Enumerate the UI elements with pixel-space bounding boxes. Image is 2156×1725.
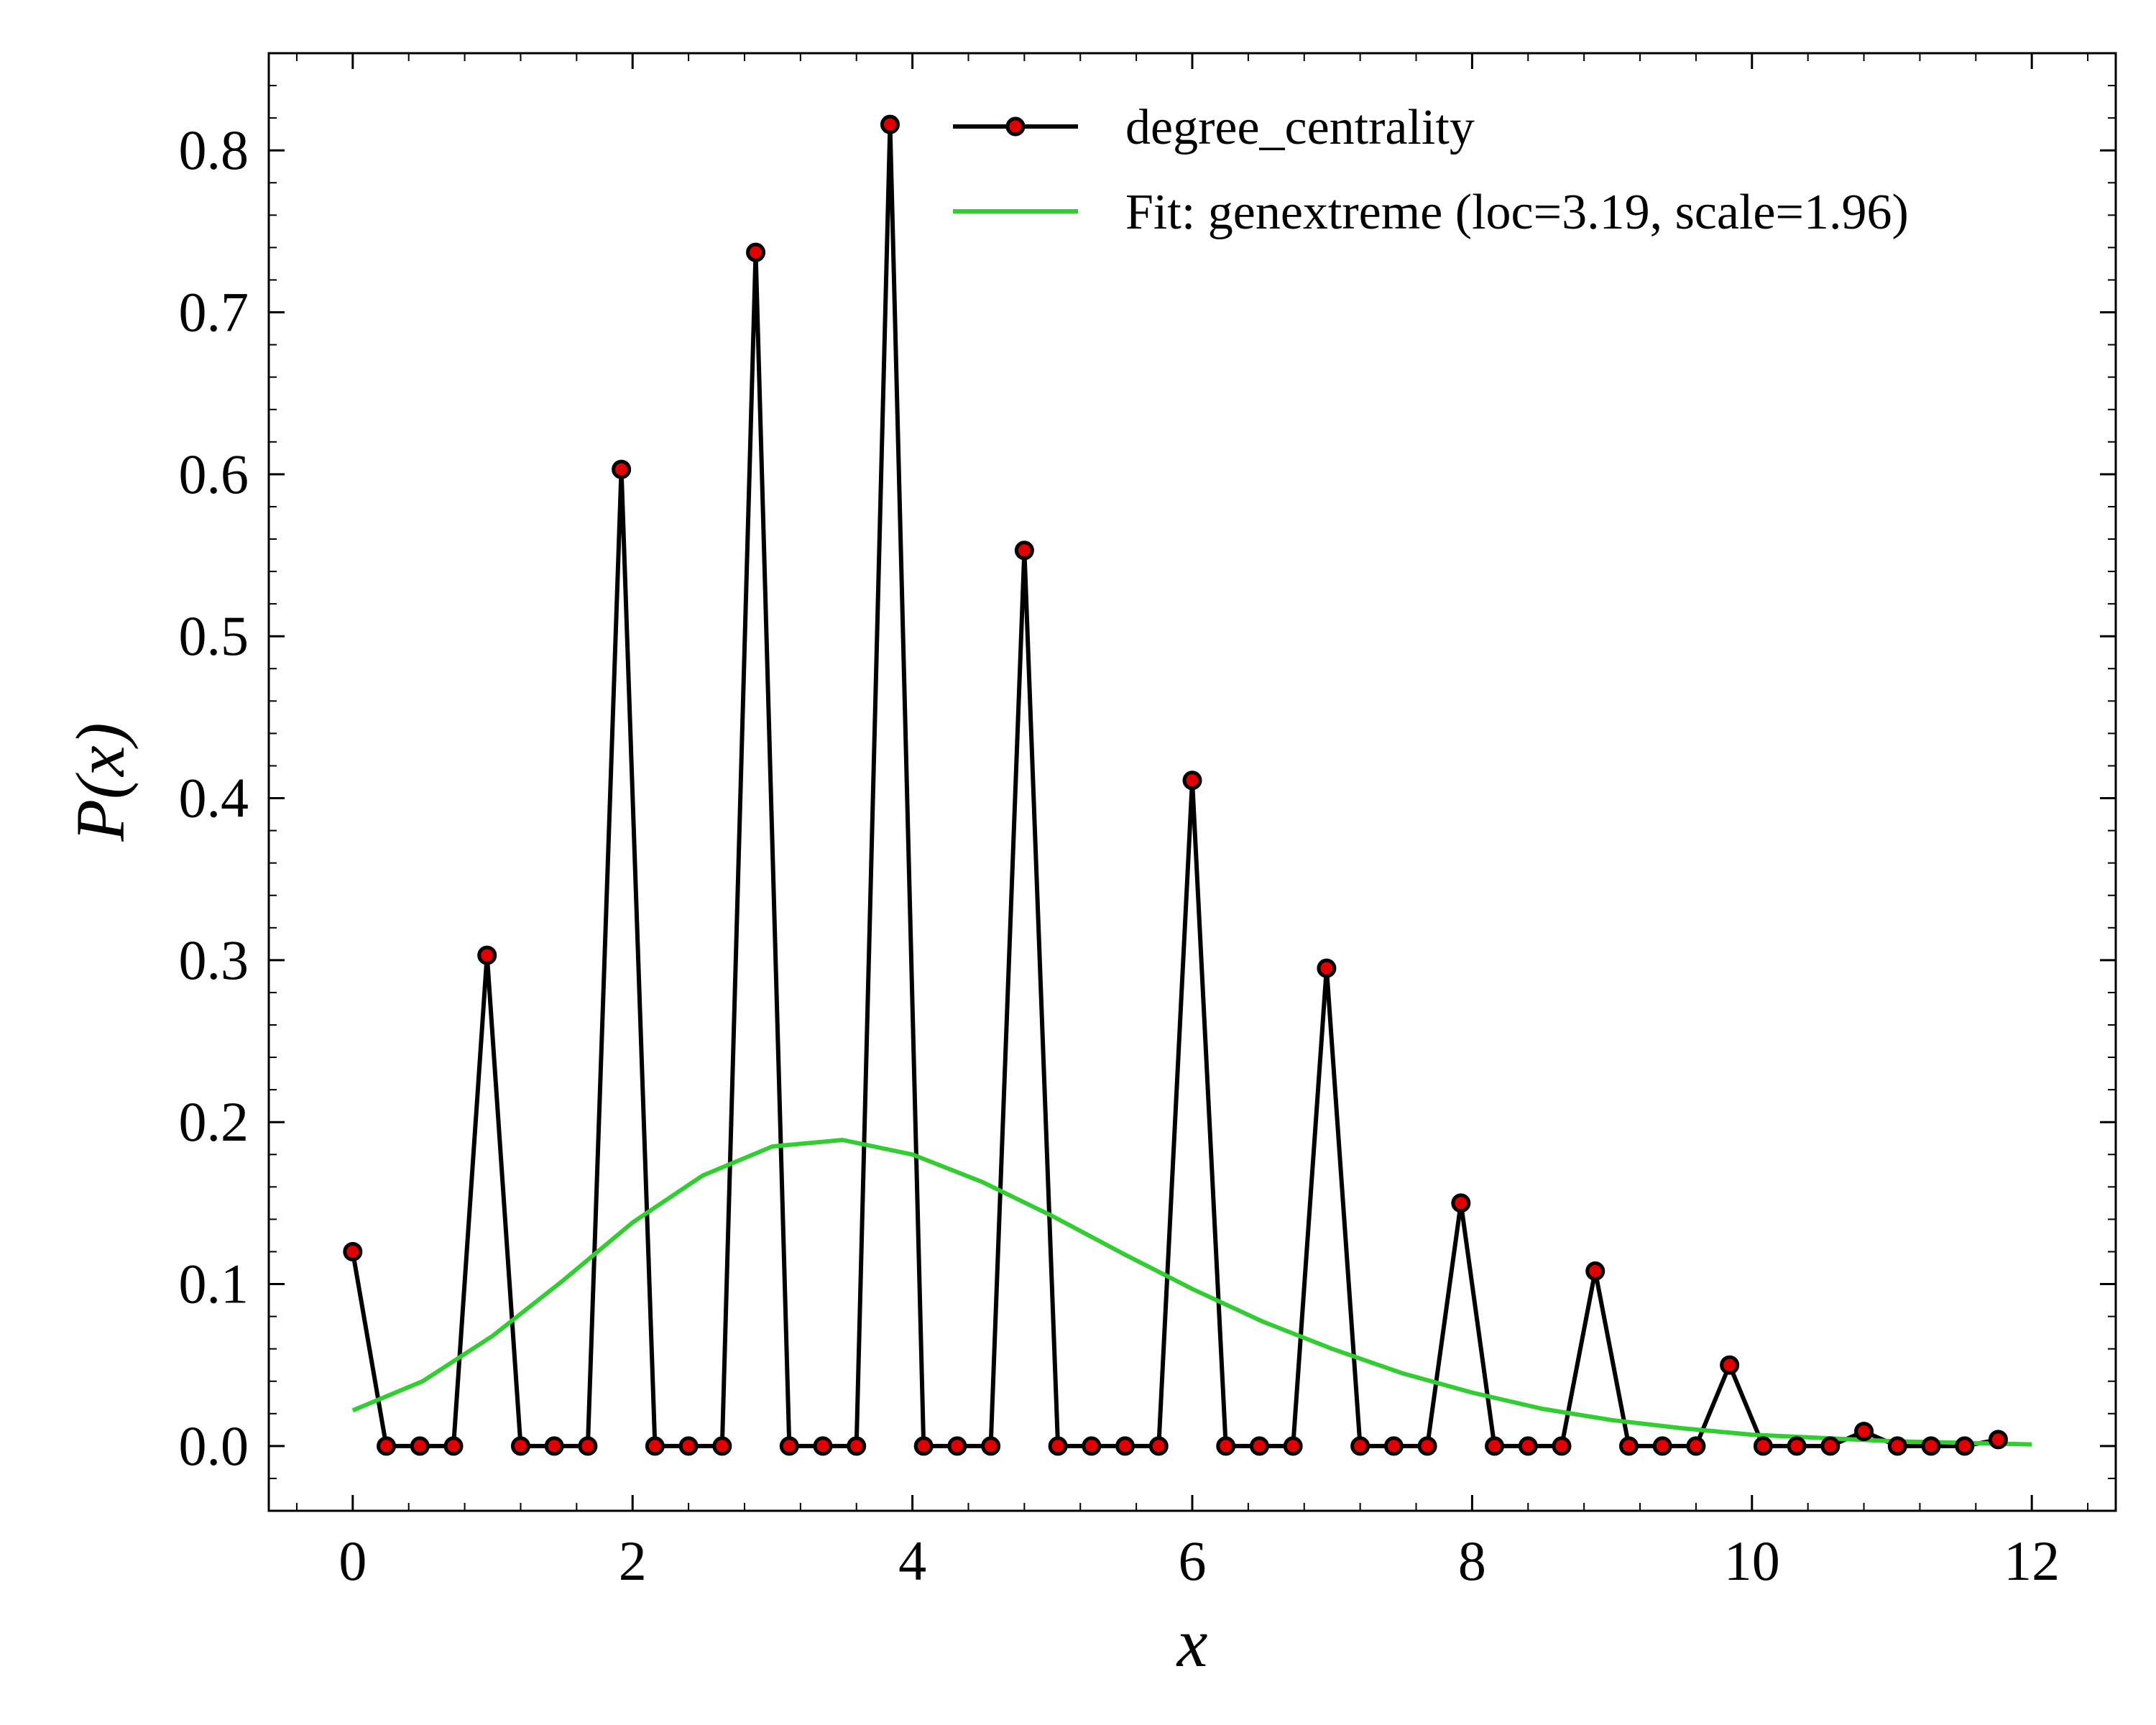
x-tick-label: 4 (898, 1530, 926, 1592)
data-point (377, 1436, 397, 1456)
data-point (746, 242, 766, 262)
x-tick-label: 12 (2004, 1530, 2060, 1592)
data-point (1417, 1436, 1437, 1456)
data-point (1552, 1436, 1572, 1456)
data-point (544, 1436, 564, 1456)
data-point (1383, 1436, 1404, 1456)
data-point (1720, 1355, 1740, 1375)
data-point (578, 1436, 598, 1456)
data-point (1082, 1436, 1102, 1456)
y-tick-label: 0.7 (179, 281, 249, 344)
data-point (1216, 1436, 1236, 1456)
data-point (712, 1436, 732, 1456)
y-axis-label: P(x) (62, 722, 139, 842)
data-point (1820, 1436, 1841, 1456)
y-tick-label: 0.5 (179, 604, 249, 667)
y-tick-label: 0.6 (179, 443, 249, 505)
data-point (1148, 1436, 1169, 1456)
data-point (1955, 1436, 1975, 1456)
legend-label-fit: Fit: genextreme (loc=3.19, scale=1.96) (1125, 185, 1909, 240)
y-tick-label: 0.3 (179, 929, 249, 991)
data-point (1921, 1436, 1941, 1456)
series-layer (343, 114, 2032, 1456)
legend-label-degree-centrality: degree_centrality (1125, 100, 1475, 155)
data-point (1283, 1436, 1303, 1456)
data-point (1048, 1436, 1068, 1456)
data-point (410, 1436, 430, 1456)
data-point (1249, 1436, 1269, 1456)
y-tick-label: 0.1 (179, 1253, 249, 1315)
data-point (1485, 1436, 1505, 1456)
x-tick-label: 2 (619, 1530, 647, 1592)
data-point (1618, 1436, 1639, 1456)
y-axis: 0.0 0.1 0.2 0.3 0.4 0.5 0.6 0.7 0.8 (179, 85, 2116, 1479)
legend: degree_centrality Fit: genextreme (loc=3.… (953, 100, 1909, 240)
data-point (510, 1436, 530, 1456)
data-point (343, 1241, 363, 1261)
data-point (1854, 1422, 1874, 1442)
data-point (678, 1436, 699, 1456)
data-point (913, 1436, 934, 1456)
data-point (779, 1436, 799, 1456)
y-tick-label: 0.0 (179, 1414, 249, 1477)
y-tick-label: 0.2 (179, 1090, 249, 1153)
data-point (1115, 1436, 1135, 1456)
data-point (1451, 1193, 1471, 1213)
data-point (612, 459, 632, 479)
x-axis: 0 2 4 6 8 10 12 (295, 53, 2089, 1592)
x-tick-label: 6 (1179, 1530, 1207, 1592)
x-axis-label: x (1176, 1604, 1208, 1681)
data-point (1787, 1436, 1807, 1456)
y-tick-label: 0.8 (179, 119, 249, 181)
data-point (1317, 958, 1337, 978)
data-point (981, 1436, 1001, 1456)
series-fit-line (351, 1138, 2032, 1447)
data-point (443, 1436, 464, 1456)
data-point (1585, 1261, 1606, 1282)
data-point (1518, 1436, 1538, 1456)
data-point (1988, 1430, 2008, 1450)
data-point (1014, 540, 1034, 561)
data-point (1182, 770, 1202, 791)
x-tick-label: 8 (1458, 1530, 1486, 1592)
data-point (477, 945, 497, 965)
data-point (880, 114, 900, 134)
data-point (1753, 1436, 1773, 1456)
data-point (1350, 1436, 1370, 1456)
series-degree-centrality-line (350, 124, 1999, 1448)
legend-marker-degree-centrality (1005, 116, 1026, 137)
data-point (813, 1436, 833, 1456)
data-point (645, 1436, 665, 1456)
axis-labels: x P(x) (62, 722, 1207, 1681)
data-point (1686, 1436, 1706, 1456)
y-tick-label: 0.4 (179, 767, 249, 829)
data-point (1652, 1436, 1672, 1456)
data-point (1887, 1436, 1907, 1456)
data-point (847, 1436, 867, 1456)
data-point (947, 1436, 967, 1456)
x-tick-label: 10 (1724, 1530, 1780, 1592)
x-tick-label: 0 (338, 1530, 367, 1592)
